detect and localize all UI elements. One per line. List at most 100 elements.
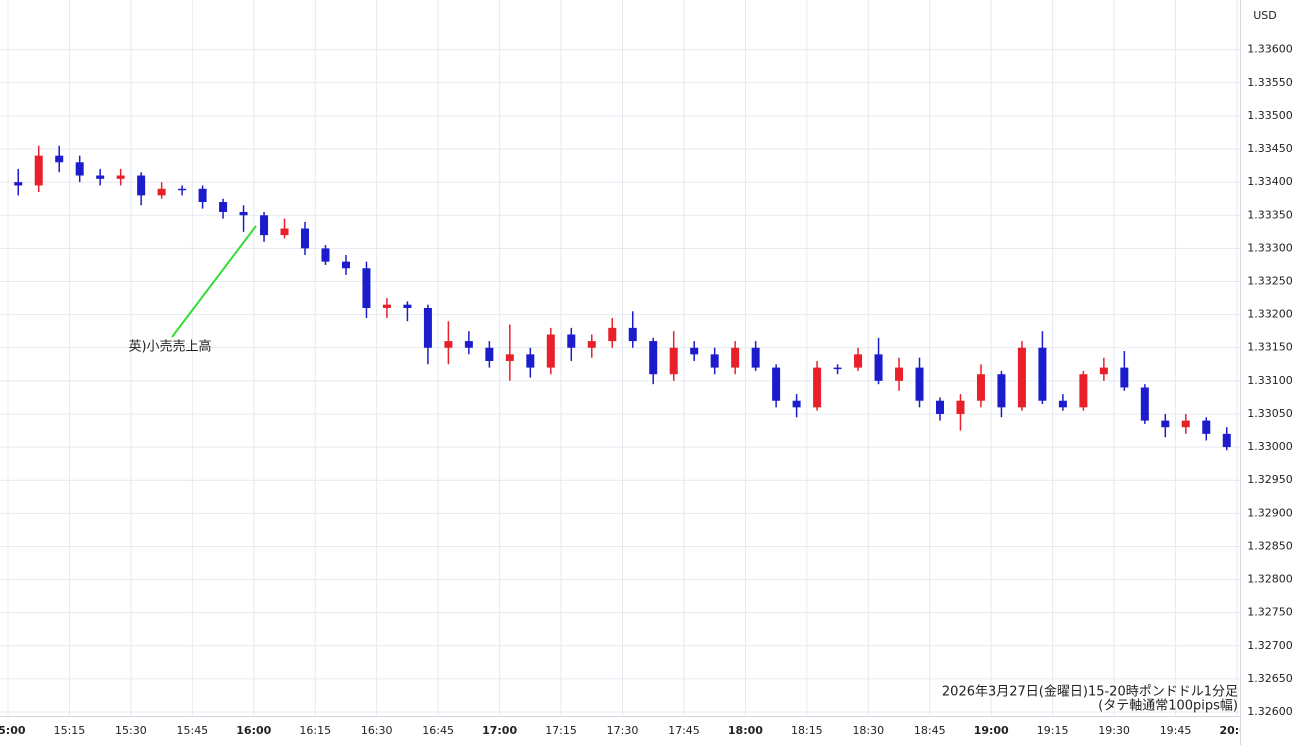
- y-tick-label: 1.33250: [1247, 274, 1293, 287]
- candle-body: [1099, 367, 1108, 375]
- candle-body: [608, 327, 617, 342]
- x-tick-label: 17:30: [607, 724, 639, 737]
- candle-body: [55, 155, 64, 163]
- candle-body: [382, 304, 391, 308]
- candle-body: [321, 248, 330, 262]
- candle-body: [485, 347, 494, 361]
- candle-body: [1181, 420, 1190, 428]
- y-tick-label: 1.33200: [1247, 308, 1293, 321]
- x-tick-label: 18:30: [852, 724, 884, 737]
- candle-body: [546, 334, 555, 368]
- candle-body: [137, 175, 146, 196]
- candle-body: [874, 354, 883, 381]
- candle-body: [669, 347, 678, 375]
- x-tick-label: 17:45: [668, 724, 700, 737]
- candle-body: [14, 182, 23, 186]
- candle-body: [1058, 400, 1067, 408]
- candle-body: [505, 354, 514, 361]
- annotation: 英)小売売上高: [128, 339, 211, 355]
- x-tick-label: 15:00: [0, 724, 26, 737]
- y-tick-label: 1.32950: [1247, 473, 1293, 486]
- candle-body: [341, 261, 350, 269]
- x-tick-label: 16:30: [361, 724, 393, 737]
- x-tick-label: 19:15: [1037, 724, 1069, 737]
- candle-body: [1120, 367, 1129, 388]
- candle-body: [587, 341, 596, 348]
- candle-body: [75, 162, 84, 176]
- candle-body: [1202, 420, 1211, 434]
- y-tick-label: 1.33450: [1247, 142, 1293, 155]
- candle-body: [1079, 374, 1088, 408]
- candle-body: [116, 175, 125, 179]
- candle-body: [690, 347, 699, 355]
- candle-body: [1161, 420, 1170, 428]
- candle-body: [935, 400, 944, 414]
- y-tick-label: 1.33000: [1247, 440, 1293, 453]
- y-tick-label: 1.33100: [1247, 374, 1293, 387]
- y-tick-label: 1.33600: [1247, 43, 1293, 56]
- candle-body: [96, 175, 105, 179]
- candle-body: [813, 367, 822, 408]
- x-tick-label: 19:30: [1098, 724, 1130, 737]
- x-tick-label: 15:45: [176, 724, 208, 737]
- y-tick-label: 1.33500: [1247, 109, 1293, 122]
- caption: (タテ軸通常100pips幅): [1098, 699, 1238, 714]
- candle-body: [301, 228, 310, 249]
- candle-body: [772, 367, 781, 401]
- candle-body: [976, 374, 985, 401]
- candle-body: [526, 354, 535, 368]
- y-tick-label: 1.33350: [1247, 208, 1293, 221]
- x-tick-label: 18:00: [728, 724, 763, 737]
- y-tick-label: 1.33050: [1247, 407, 1293, 420]
- candle-body: [751, 347, 760, 368]
- candle-body: [833, 367, 842, 370]
- candle-body: [956, 400, 965, 414]
- currency-label: USD: [1253, 9, 1277, 22]
- candle-body: [895, 367, 904, 381]
- candle-body: [1017, 347, 1026, 408]
- candle-body: [178, 188, 187, 191]
- candle-body: [280, 228, 289, 236]
- x-tick-label: 17:15: [545, 724, 577, 737]
- y-tick-label: 1.33300: [1247, 241, 1293, 254]
- y-tick-label: 1.32750: [1247, 606, 1293, 619]
- x-tick-label: 20:00: [1219, 724, 1254, 737]
- y-tick-label: 1.33150: [1247, 341, 1293, 354]
- candle-body: [1222, 433, 1231, 448]
- x-tick-label: 15:30: [115, 724, 147, 737]
- x-tick-label: 16:45: [422, 724, 454, 737]
- y-tick-label: 1.32600: [1247, 705, 1293, 718]
- y-tick-label: 1.32700: [1247, 639, 1293, 652]
- y-tick-label: 1.32650: [1247, 672, 1293, 685]
- candle-body: [362, 268, 371, 308]
- plot-area: 15:00 15:15 15:30 15:45 16:00 16:15 16:30 16:45…: [0, 0, 1254, 737]
- candle-body: [1140, 387, 1149, 421]
- y-tick-label: 1.33400: [1247, 175, 1293, 188]
- candle-body: [792, 400, 801, 408]
- x-tick-label: 19:45: [1160, 724, 1192, 737]
- x-tick-label: 18:15: [791, 724, 823, 737]
- candle-body: [649, 341, 658, 375]
- candle-body: [710, 354, 719, 368]
- y-tick-label: 1.32900: [1247, 506, 1293, 519]
- x-tick-label: 18:45: [914, 724, 946, 737]
- y-tick-label: 1.33550: [1247, 76, 1293, 89]
- x-tick-label: 19:00: [974, 724, 1009, 737]
- candle-body: [260, 215, 269, 236]
- candle-body: [403, 304, 412, 308]
- candle-body: [34, 155, 43, 186]
- candle-body: [1038, 347, 1047, 401]
- candle-body: [628, 327, 637, 342]
- caption: 2026年3月27日(金曜日)15-20時ポンドドル1分足: [942, 684, 1238, 700]
- x-tick-label: 16:15: [299, 724, 331, 737]
- x-tick-label: 17:00: [482, 724, 517, 737]
- x-tick-label: 15:15: [54, 724, 86, 737]
- candle-body: [239, 211, 248, 216]
- candle-body: [567, 334, 576, 348]
- candle-body: [219, 202, 228, 212]
- candle-body: [997, 374, 1006, 408]
- x-tick-label: 16:00: [236, 724, 271, 737]
- candle-body: [854, 354, 863, 368]
- candle-body: [157, 188, 166, 196]
